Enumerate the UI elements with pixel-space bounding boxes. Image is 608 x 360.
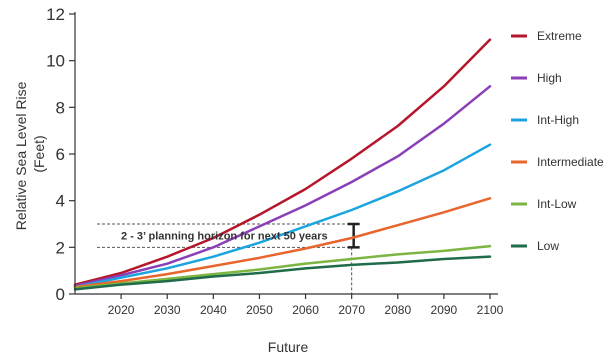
y-axis-title: Relative Sea Level Rise (Feet) [13, 78, 47, 231]
annotation-bracket-icon [347, 222, 360, 249]
annotation-label-background [106, 227, 343, 244]
y-tick-label: 10 [46, 52, 65, 71]
y-tick-label: 6 [56, 145, 65, 164]
y-tick-label: 2 [56, 238, 65, 257]
y-axis-title-line2: (Feet) [31, 135, 47, 172]
x-tick-label: 2080 [384, 303, 411, 317]
x-tick-label: 2050 [246, 303, 273, 317]
series-line-extreme [73, 38, 492, 286]
legend-label: Int-Low [537, 197, 577, 211]
y-tick-label: 8 [56, 98, 65, 117]
series-line-int-low [73, 244, 492, 290]
series-line-low [73, 255, 492, 291]
legend-label: Extreme [537, 29, 582, 43]
x-tick-label: 2100 [477, 303, 504, 317]
x-tick-label: 2030 [154, 303, 181, 317]
x-tick-label: 2020 [108, 303, 135, 317]
legend-label: Intermediate [537, 155, 604, 169]
series-line-high [73, 85, 492, 288]
series-line-int-high [73, 143, 492, 289]
x-tick-label: 2070 [338, 303, 365, 317]
legend-label: High [537, 71, 562, 85]
y-tick-label: 12 [46, 5, 65, 24]
y-tick-label: 0 [56, 285, 65, 304]
series-line-intermediate [73, 197, 492, 289]
x-tick-label: 2090 [431, 303, 458, 317]
x-tick-label: 2060 [292, 303, 319, 317]
x-axis-title: Future [268, 339, 309, 355]
x-tick-label: 2040 [200, 303, 227, 317]
annotation-label: 2 - 3’ planning horizon for next 50 year… [121, 231, 328, 243]
legend-label: Low [537, 239, 559, 253]
legend-label: Int-High [537, 113, 579, 127]
y-axis-title-line1: Relative Sea Level Rise [13, 81, 29, 230]
y-tick-label: 4 [56, 192, 65, 211]
